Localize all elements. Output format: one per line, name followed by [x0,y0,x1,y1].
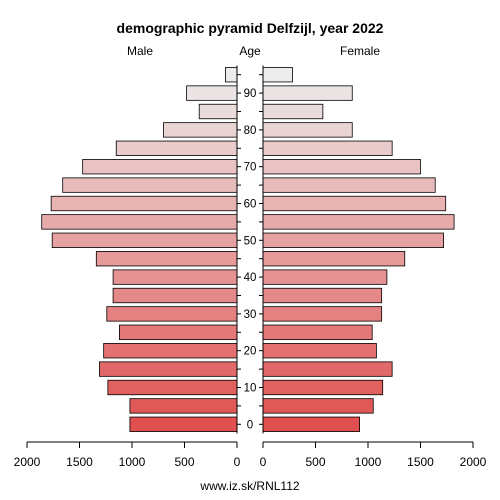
female-bar-0-4 [262,416,360,432]
male-bar-85-89 [198,103,238,120]
male-label: Male [127,44,153,58]
male-x-tick-label: 2000 [14,455,41,469]
male-bar-90+ [186,85,238,101]
male-x-tick-label: 1500 [66,455,93,469]
footer-url: www.iz.sk/RNL112 [199,479,299,493]
female-bar-25-29 [262,324,373,340]
age-tick-label: 70 [244,162,257,174]
axes-group: 0 10 20 30 40 50 60 70 80 90 2000 1500 1000 500 0 0 500 1… [14,65,487,469]
age-tick-label: 60 [244,199,257,211]
male-x-tick-label: 500 [174,455,194,469]
female-bar-50-54 [262,232,445,248]
age-tick-label: 0 [247,419,253,431]
male-bar-70-74 [82,159,238,175]
age-tick-label: 50 [244,235,257,247]
male-bar-20-24 [103,343,238,359]
male-bar-50-54 [51,232,238,248]
female-bar-45-49 [262,251,406,267]
female-bar-19 [262,67,293,83]
male-bar-45-49 [95,251,238,267]
age-tick-label: 30 [244,309,257,321]
female-label: Female [340,44,380,58]
female-bar-15-19 [262,361,393,377]
female-bar-5-9 [262,398,374,414]
female-bar-20-24 [262,343,377,359]
female-bar-60-64 [262,195,447,212]
male-bar-35-39 [112,287,238,304]
male-bar-30-34 [106,306,238,322]
female-x-tick-label: 500 [305,455,325,469]
male-bar-19 [225,67,238,83]
age-tick-label: 40 [244,272,257,284]
male-x-tick-label: 0 [234,455,241,469]
chart-title: demographic pyramid Delfzijl, year 2022 [117,20,384,36]
age-label: Age [239,44,261,58]
male-bar-0-4 [129,416,238,432]
bars-group [41,67,455,432]
female-x-tick-label: 0 [260,455,267,469]
female-bar-40-44 [262,269,388,285]
male-bar-80-84 [163,122,238,138]
female-bar-80-84 [262,122,353,138]
female-bar-70-74 [262,159,421,175]
female-bar-65-69 [262,177,436,193]
female-bar-90+ [262,85,353,101]
male-bar-75-79 [115,140,238,156]
female-bar-85-89 [262,103,324,120]
male-bar-65-69 [62,177,238,193]
male-bar-40-44 [112,269,238,285]
female-bar-30-34 [262,306,383,322]
female-bar-75-79 [262,140,393,156]
male-bar-15-19 [99,361,238,377]
age-tick-label: 90 [244,88,257,100]
female-bar-55-59 [262,214,455,230]
age-tick-label: 20 [244,346,257,358]
female-x-tick-label: 2000 [460,455,487,469]
age-tick-label: 80 [244,125,257,137]
female-x-tick-label: 1000 [355,455,382,469]
male-bar-25-29 [119,324,238,340]
male-bar-60-64 [50,195,238,212]
female-x-tick-label: 1500 [407,455,434,469]
age-tick-label: 10 [244,383,257,395]
female-bar-10-14 [262,379,384,396]
male-bar-10-14 [107,379,238,396]
male-bar-55-59 [41,214,238,230]
male-bar-5-9 [129,398,238,414]
female-bar-35-39 [262,287,383,304]
male-x-tick-label: 1000 [119,455,146,469]
